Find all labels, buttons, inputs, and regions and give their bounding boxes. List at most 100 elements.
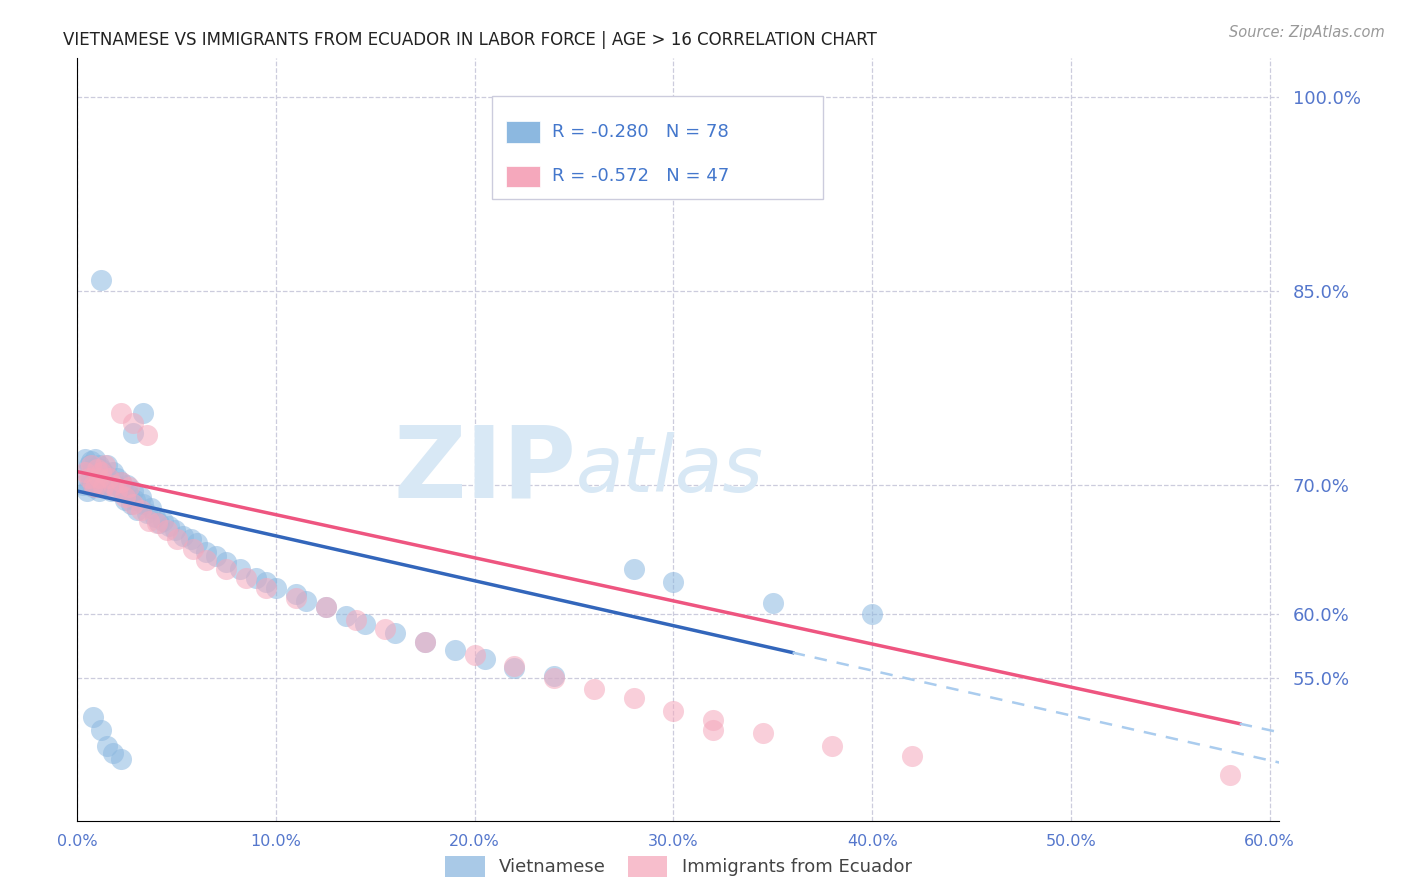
Point — [101, 477, 124, 491]
Point — [91, 477, 114, 491]
Point — [129, 503, 152, 517]
Point — [156, 523, 179, 537]
Point — [157, 519, 180, 533]
Point — [195, 545, 218, 559]
Point — [122, 425, 145, 440]
Point — [89, 458, 111, 472]
Point — [172, 529, 194, 543]
Point — [82, 477, 104, 491]
Bar — [506, 121, 540, 143]
Bar — [506, 166, 540, 187]
Text: R = -0.572   N = 47: R = -0.572 N = 47 — [553, 168, 730, 186]
Point — [135, 506, 157, 520]
Point — [180, 532, 202, 546]
Point — [413, 635, 436, 649]
Point — [702, 723, 724, 738]
Point — [138, 514, 160, 528]
Point — [195, 552, 218, 566]
Point — [100, 483, 122, 498]
Point — [75, 465, 97, 479]
Point — [384, 626, 406, 640]
Point — [110, 475, 132, 489]
Point — [582, 681, 605, 696]
Point — [89, 471, 111, 485]
Point — [90, 465, 112, 479]
Legend: Vietnamese, Immigrants from Ecuador: Vietnamese, Immigrants from Ecuador — [437, 849, 920, 884]
Text: VIETNAMESE VS IMMIGRANTS FROM ECUADOR IN LABOR FORCE | AGE > 16 CORRELATION CHAR: VIETNAMESE VS IMMIGRANTS FROM ECUADOR IN… — [63, 31, 877, 49]
Point — [90, 723, 112, 738]
Point — [101, 747, 124, 761]
Text: ZIP: ZIP — [394, 421, 576, 518]
Point — [120, 497, 142, 511]
Point — [76, 465, 98, 479]
Point — [82, 462, 104, 476]
Point — [235, 571, 257, 585]
Point — [94, 458, 117, 472]
Point — [146, 516, 169, 531]
Point — [82, 710, 104, 724]
Point — [139, 500, 162, 515]
Point — [118, 480, 141, 494]
Point — [163, 523, 186, 537]
Point — [80, 471, 103, 485]
Point — [821, 739, 844, 753]
Point — [374, 623, 396, 637]
Point — [474, 652, 496, 666]
Point — [132, 407, 155, 421]
Point — [96, 739, 118, 753]
Text: R = -0.280   N = 78: R = -0.280 N = 78 — [553, 123, 728, 141]
Point — [108, 480, 131, 494]
FancyBboxPatch shape — [492, 96, 823, 199]
Point — [135, 428, 157, 442]
Point — [80, 458, 103, 472]
Point — [186, 535, 208, 549]
Point — [205, 549, 228, 563]
Point — [90, 462, 112, 476]
Point — [543, 672, 565, 686]
Point — [152, 514, 174, 528]
Point — [503, 661, 526, 675]
Point — [543, 669, 565, 683]
Point — [110, 751, 132, 765]
Point — [129, 491, 152, 505]
Point — [86, 462, 108, 476]
Point — [752, 725, 775, 739]
Point — [623, 561, 645, 575]
Point — [98, 471, 121, 485]
Point — [354, 617, 377, 632]
Point — [444, 643, 467, 657]
Point — [84, 480, 107, 494]
Point — [143, 509, 166, 524]
Point — [464, 648, 486, 663]
Point — [86, 465, 108, 479]
Point — [75, 451, 97, 466]
Point — [77, 477, 100, 491]
Point — [122, 483, 145, 498]
Point — [91, 480, 114, 494]
Point — [118, 488, 141, 502]
Point — [254, 574, 277, 589]
Point — [295, 594, 318, 608]
Point — [245, 571, 267, 585]
Point — [335, 609, 357, 624]
Point — [105, 483, 128, 498]
Point — [344, 613, 367, 627]
Point — [98, 471, 121, 485]
Point — [132, 497, 155, 511]
Point — [264, 581, 287, 595]
Point — [215, 555, 238, 569]
Point — [124, 493, 146, 508]
Text: atlas: atlas — [576, 432, 763, 508]
Point — [90, 471, 112, 485]
Point — [315, 600, 337, 615]
Point — [122, 416, 145, 430]
Point — [762, 597, 785, 611]
Point — [110, 475, 132, 489]
Point — [77, 471, 100, 485]
Point — [115, 477, 138, 491]
Point — [284, 587, 307, 601]
Point — [76, 483, 98, 498]
Point — [315, 600, 337, 615]
Point — [860, 607, 883, 621]
Point — [112, 483, 135, 498]
